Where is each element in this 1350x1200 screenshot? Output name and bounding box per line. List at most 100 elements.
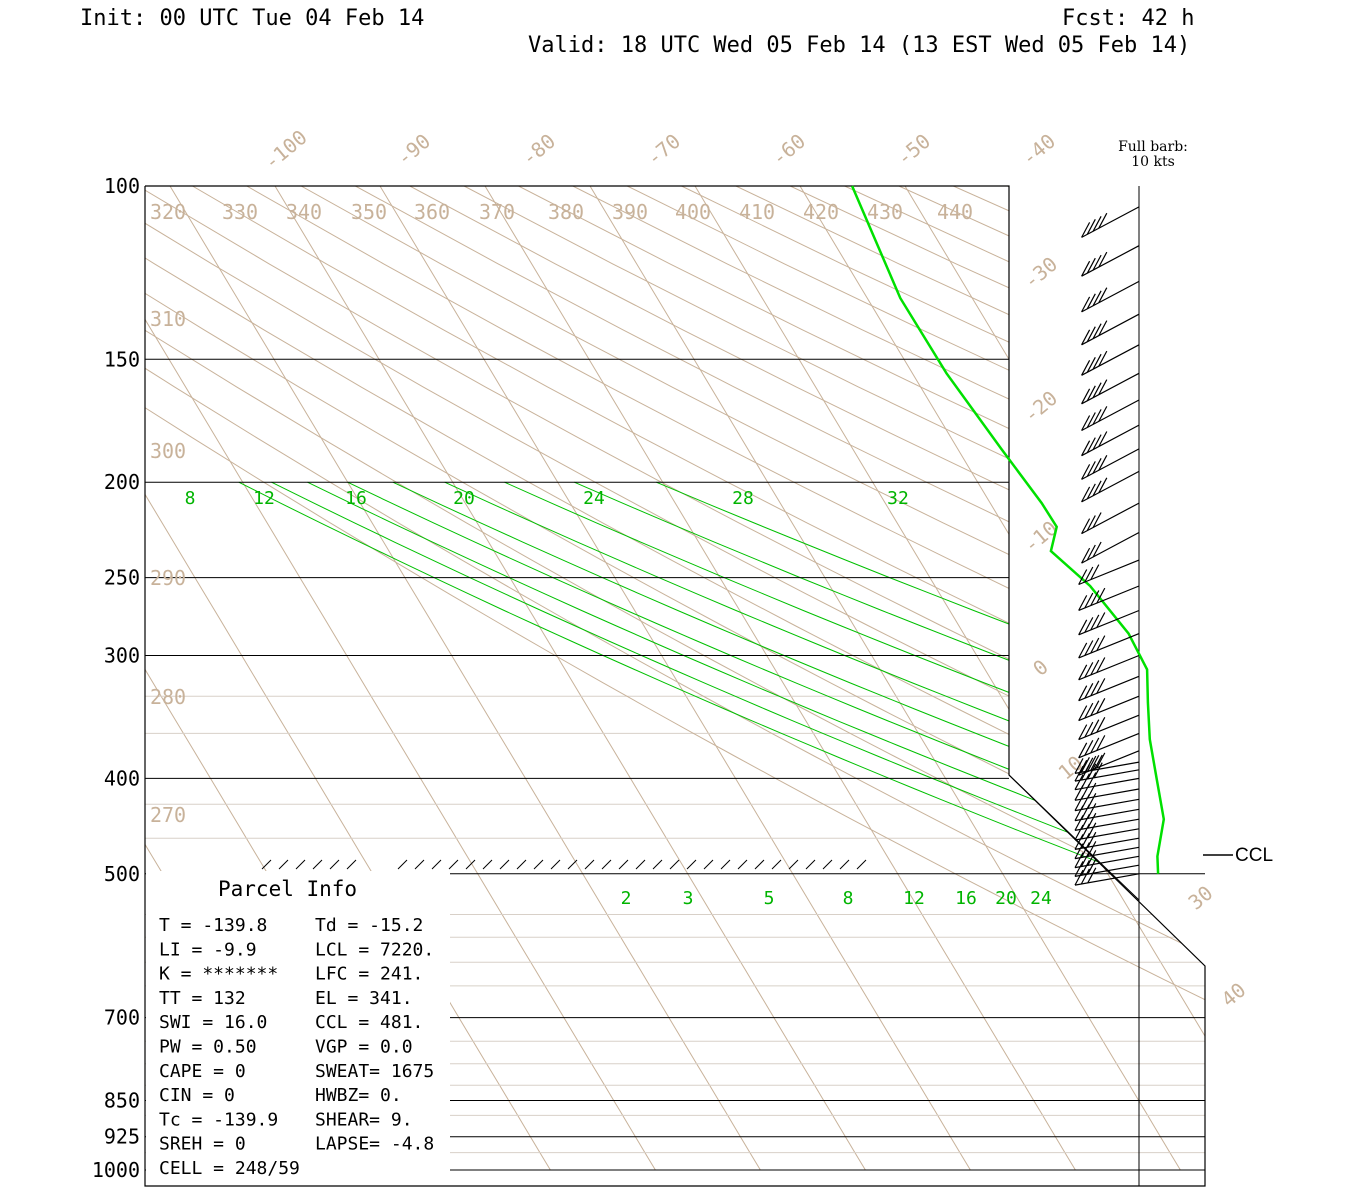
dry-adiabat-line xyxy=(1061,186,1205,1171)
isotherm-line xyxy=(484,186,1076,1171)
wind-barb xyxy=(1081,344,1140,376)
theta-label: 390 xyxy=(612,200,648,224)
hatch-mark xyxy=(652,859,663,870)
hatch-mark xyxy=(754,859,765,870)
wind-barbs xyxy=(1074,206,1140,886)
theta-label: 330 xyxy=(222,200,258,224)
wind-barb xyxy=(1078,732,1140,759)
init-time-label: Init: 00 UTC Tue 04 Feb 14 xyxy=(80,6,424,31)
parcel-info-right: HWBZ= 0. xyxy=(315,1085,402,1106)
wind-barb xyxy=(1081,531,1140,564)
wind-barb xyxy=(1078,675,1140,702)
pressure-tick-label: 925 xyxy=(104,1125,140,1149)
hatch-mark xyxy=(856,859,867,870)
parcel-info-right: SHEAR= 9. xyxy=(315,1109,413,1130)
moist-adiabat-line xyxy=(271,481,1205,1171)
isotherm-label: -40 xyxy=(1017,129,1060,171)
moist-adiabat-line xyxy=(238,481,1205,1171)
pressure-tick-label: 150 xyxy=(104,347,140,371)
hatch-mark xyxy=(397,859,408,870)
parcel-info-right: LAPSE= -4.8 xyxy=(315,1134,434,1155)
parcel-info-left: CAPE = 0 xyxy=(159,1061,246,1082)
pressure-tick-label: 200 xyxy=(104,470,140,494)
dry-adiabat-line xyxy=(463,186,1205,1171)
hatch-mark xyxy=(295,859,306,870)
theta-label: 310 xyxy=(150,307,186,331)
wind-barb xyxy=(1074,812,1140,831)
wind-barb xyxy=(1081,399,1140,432)
wind-barb xyxy=(1074,803,1140,822)
moist-adiabat-label: 8 xyxy=(185,488,196,509)
wind-barb xyxy=(1078,559,1140,586)
wind-barb xyxy=(1081,372,1140,405)
moist-adiabat-label: 24 xyxy=(583,488,605,509)
parcel-info-panel: Parcel Info T = -139.8 Td = -15.2 LI = -9.… xyxy=(146,871,450,1185)
theta-label: 380 xyxy=(548,200,584,224)
isotherm-line xyxy=(1325,186,1350,1170)
theta-label: 400 xyxy=(675,200,711,224)
forecast-hour-label: Fcst: 42 h xyxy=(1062,6,1194,31)
barb-legend-line2: 10 kts xyxy=(1131,154,1175,170)
parcel-info-left: T = -139.8 xyxy=(159,915,267,936)
pressure-tick-label: 300 xyxy=(104,644,140,668)
temperature-profile xyxy=(850,185,1166,874)
valid-time-label: Valid: 18 UTC Wed 05 Feb 14 (13 EST Wed … xyxy=(528,33,1190,58)
moist-adiabat-label: 12 xyxy=(253,488,275,509)
theta-label: 290 xyxy=(150,566,186,590)
chart-outline xyxy=(144,185,1206,1187)
wind-barb xyxy=(1074,858,1140,877)
hatch-mark xyxy=(771,859,782,870)
hatch-mark xyxy=(261,859,272,870)
theta-label: 350 xyxy=(351,200,387,224)
theta-label: 270 xyxy=(150,803,186,827)
hatch-mark xyxy=(618,859,629,870)
ccl-marker-label: CCL xyxy=(1235,845,1273,866)
hatch-mark xyxy=(482,859,493,870)
dry-adiabat-line xyxy=(1007,186,1205,1171)
isotherm-line xyxy=(799,186,1205,1171)
dry-adiabat-line xyxy=(355,186,1205,1171)
isotherm-line xyxy=(1220,186,1350,1170)
isotherm-label: 40 xyxy=(1217,978,1251,1012)
theta-label: 320 xyxy=(150,200,186,224)
moist-adiabat-labels: 8 12 16 20 24 28 32 2 3 5 8 12 16 20 24 xyxy=(185,488,1052,909)
pressure-tick-label: 1000 xyxy=(92,1158,140,1182)
wind-barb xyxy=(1081,245,1140,277)
wind-barb xyxy=(1081,424,1140,457)
hatch-mark xyxy=(703,859,714,870)
hatch-mark xyxy=(278,859,289,870)
wind-barb xyxy=(1078,714,1140,741)
hatch-mark xyxy=(550,859,561,870)
moist-adiabat-label: 32 xyxy=(887,488,909,509)
parcel-info-left: CELL = 248/59 xyxy=(159,1158,300,1179)
dry-adiabat-line xyxy=(518,186,1205,1171)
theta-label: 340 xyxy=(286,200,322,224)
moist-adiabat-label: 16 xyxy=(345,488,367,509)
wind-barb xyxy=(1081,470,1140,503)
parcel-info-right: SWEAT= 1675 xyxy=(315,1061,434,1082)
pressure-tick-label: 850 xyxy=(104,1089,140,1113)
wind-barb xyxy=(1078,695,1140,722)
wind-barb xyxy=(1081,502,1140,535)
pressure-tick-label: 700 xyxy=(104,1006,140,1030)
hatch-mark xyxy=(499,859,510,870)
mixing-ratio-label: 2 xyxy=(621,888,632,909)
isotherm-line xyxy=(1009,186,1205,1171)
isotherm-label: 0 xyxy=(1028,655,1053,681)
pressure-tick-label: 250 xyxy=(104,566,140,590)
hatch-mark xyxy=(567,859,578,870)
mixing-ratio-label: 5 xyxy=(764,888,775,909)
hatch-mark xyxy=(601,859,612,870)
isotherm-label: -60 xyxy=(767,129,810,171)
hatch-mark xyxy=(448,859,459,870)
barb-legend-line1: Full barb: xyxy=(1118,139,1188,155)
theta-label: 370 xyxy=(479,200,515,224)
theta-label: 410 xyxy=(739,200,775,224)
parcel-info-left: K = ******* xyxy=(159,964,278,985)
dry-adiabat-line xyxy=(789,186,1205,1171)
parcel-info-left: SWI = 16.0 xyxy=(159,1012,267,1033)
pressure-tick-label: 100 xyxy=(104,174,140,198)
hatch-mark xyxy=(635,859,646,870)
theta-label: 360 xyxy=(414,200,450,224)
